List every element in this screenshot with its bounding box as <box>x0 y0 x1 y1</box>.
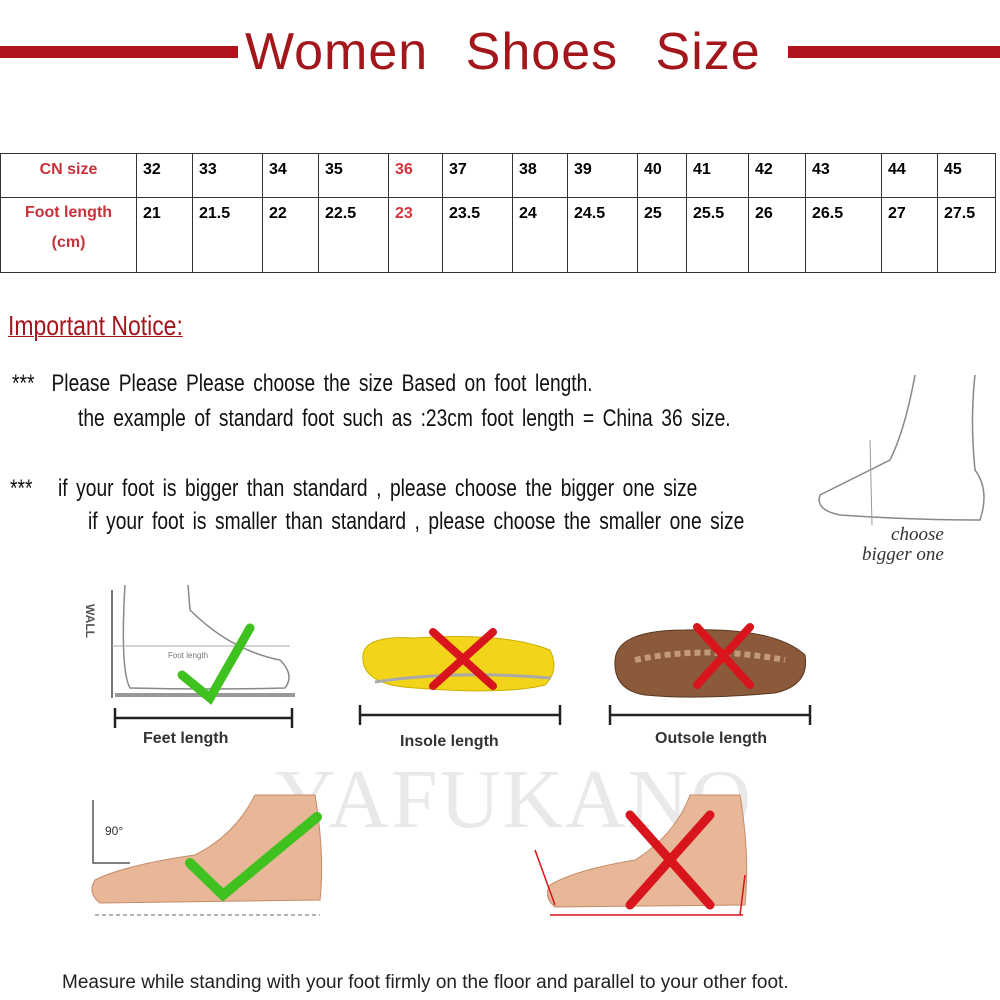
foot-sketch-illustration <box>818 374 985 526</box>
correct-measure-illustration: 90° <box>91 794 323 916</box>
notice-title: Important Notice: <box>8 310 183 341</box>
insole-illustration <box>358 628 562 725</box>
size-table: CN size 32 33 34 35 36 37 38 39 40 41 42 43 44 45 Foo… <box>0 153 996 273</box>
cn-size-cell: 38 <box>512 153 568 198</box>
cn-size-cell: 35 <box>318 153 389 198</box>
notice-line-1: *** Please Please Please choose the size… <box>12 370 593 397</box>
foot-length-cell: 24.5 <box>567 197 638 273</box>
outsole-illustration <box>608 623 812 725</box>
foot-length-cell: 22 <box>262 197 319 273</box>
cn-size-cell: 42 <box>748 153 806 198</box>
cross-icon <box>693 623 754 689</box>
notice-line-3: *** if your foot is bigger than standard… <box>10 475 698 502</box>
foot-length-cell: 25.5 <box>686 197 749 273</box>
foot-length-cell: 22.5 <box>318 197 389 273</box>
feet-length-caption: Feet length <box>143 730 229 747</box>
cn-size-cell: 32 <box>136 153 193 198</box>
title-bar-right <box>788 46 1000 58</box>
foot-length-cell: 26.5 <box>805 197 882 273</box>
cn-size-cell: 44 <box>881 153 938 198</box>
foot-length-label: Foot length <box>24 204 113 221</box>
foot-length-cell: 23.5 <box>442 197 513 273</box>
cross-icon <box>429 628 497 690</box>
footer-instruction: Measure while standing with your foot fi… <box>62 972 789 993</box>
outsole-length-caption: Outsole length <box>655 730 767 747</box>
feet-length-illustration: WALL Foot length <box>83 584 295 728</box>
foot-length-small-label: Foot length <box>168 651 208 660</box>
cn-size-cell: 40 <box>637 153 687 198</box>
foot-length-row: Foot length (cm) 21 21.5 22 22.5 23 23.5 24 24.5… <box>0 197 996 273</box>
foot-length-cell: 24 <box>512 197 568 273</box>
foot-length-cell: 23 <box>388 197 443 273</box>
incorrect-measure-illustration <box>534 794 748 916</box>
wall-label: WALL <box>83 604 97 638</box>
cn-size-cell: 45 <box>937 153 996 198</box>
foot-length-cell: 25 <box>637 197 687 273</box>
foot-length-cell: 21.5 <box>192 197 263 273</box>
cn-size-cell: 43 <box>805 153 882 198</box>
choose-bigger-label: choose bigger one <box>862 524 944 565</box>
angle-label: 90° <box>105 824 123 838</box>
cn-size-cell: 37 <box>442 153 513 198</box>
page-title: Women Shoes Size <box>245 23 761 81</box>
foot-length-cell: 26 <box>748 197 806 273</box>
unit-label: (cm) <box>51 234 86 251</box>
cross-icon <box>625 810 715 910</box>
row-header-foot-length: Foot length (cm) <box>0 197 137 273</box>
notice-line-4: if your foot is smaller than standard , … <box>88 508 745 535</box>
notice-line-2: the example of standard foot such as :23… <box>78 405 731 432</box>
foot-length-cell: 27 <box>881 197 938 273</box>
cn-size-row: CN size 32 33 34 35 36 37 38 39 40 41 42 43 44 45 <box>0 153 996 198</box>
check-icon <box>185 812 322 902</box>
foot-length-cell: 21 <box>136 197 193 273</box>
row-header-cn-size: CN size <box>0 153 137 198</box>
insole-length-caption: Insole length <box>400 733 499 750</box>
cn-size-cell: 34 <box>262 153 319 198</box>
cn-size-cell: 36 <box>388 153 443 198</box>
foot-length-cell: 27.5 <box>937 197 996 273</box>
cn-size-cell: 41 <box>686 153 749 198</box>
cn-size-cell: 33 <box>192 153 263 198</box>
cn-size-cell: 39 <box>567 153 638 198</box>
title-bar-left <box>0 46 238 58</box>
check-icon <box>177 623 255 705</box>
